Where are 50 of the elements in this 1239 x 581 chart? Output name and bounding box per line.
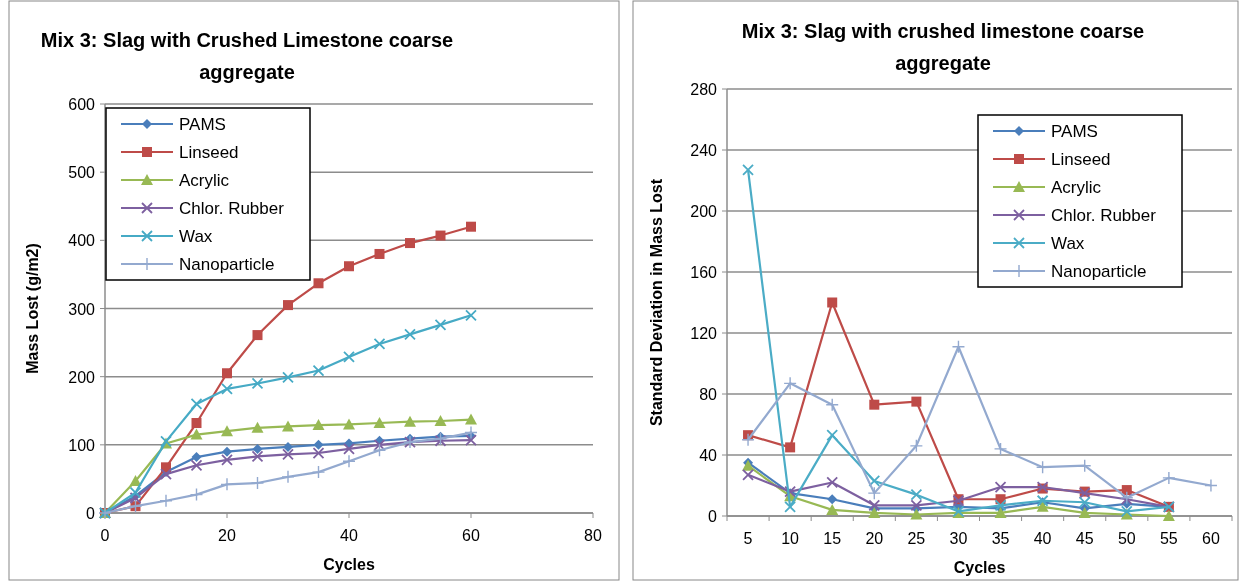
chart-title: Mix 3: Slag with crushed limestone coarse aggregate — [741, 20, 1145, 74]
x-tick-label: 20 — [218, 527, 236, 544]
x-tick-label: 5 — [743, 530, 753, 547]
y-axis-title: Mass Lost (g/m2) — [24, 243, 41, 374]
x-tick-label: 55 — [1159, 530, 1178, 547]
x-tick-label: 60 — [1202, 530, 1220, 547]
y-tick-label: 600 — [68, 96, 96, 113]
y-tick-label: 240 — [690, 142, 718, 159]
y-tick-label: 200 — [68, 368, 96, 386]
legend-label: Wax — [1051, 234, 1085, 253]
y-tick-label: 120 — [690, 325, 718, 342]
legend-label: Linseed — [179, 143, 239, 162]
x-tick-label: 40 — [340, 527, 358, 544]
x-tick-label: 80 — [584, 527, 602, 544]
legend-label: Linseed — [1051, 150, 1111, 169]
y-tick-label: 280 — [690, 81, 718, 98]
y-tick-label: 500 — [68, 164, 96, 182]
legend-label: PAMS — [1051, 122, 1098, 141]
x-tick-label: 25 — [907, 530, 926, 547]
y-tick-label: 160 — [690, 264, 718, 281]
y-tick-label: 0 — [86, 505, 96, 522]
legend-label: PAMS — [179, 115, 226, 134]
y-tick-label: 40 — [699, 447, 718, 464]
x-tick-label: 40 — [1033, 530, 1052, 547]
x-tick-label: 60 — [462, 527, 480, 544]
y-tick-label: 400 — [68, 232, 96, 250]
legend-label: Nanoparticle — [1051, 262, 1147, 281]
legend-label: Chlor. Rubber — [179, 199, 285, 218]
legend-label: Wax — [179, 227, 213, 246]
y-tick-label: 300 — [68, 300, 96, 318]
x-tick-label: 20 — [865, 530, 884, 547]
x-tick-label: 15 — [823, 530, 842, 547]
x-tick-label: 30 — [949, 530, 968, 547]
x-tick-label: 10 — [781, 530, 800, 547]
y-tick-label: 80 — [699, 386, 718, 403]
chart-title: Mix 3: Slag with Crushed Limestone coarse aggregate — [40, 29, 454, 83]
x-tick-label: 0 — [100, 527, 110, 544]
y-tick-label: 100 — [68, 436, 96, 454]
x-tick-label: 45 — [1075, 530, 1094, 547]
legend-label: Acrylic — [1051, 178, 1102, 197]
y-tick-label: 200 — [690, 203, 718, 220]
y-axis-title: Standard Deviation in Mass Lost — [648, 178, 665, 427]
x-axis-title: Cycles — [953, 559, 1006, 576]
legend-label: Chlor. Rubber — [1051, 206, 1157, 225]
x-axis-title: Cycles — [323, 556, 375, 573]
x-tick-label: 50 — [1117, 530, 1136, 547]
y-tick-label: 0 — [708, 508, 718, 525]
legend-label: Nanoparticle — [179, 255, 275, 274]
legend-label: Acrylic — [179, 171, 230, 190]
x-tick-label: 35 — [991, 530, 1010, 547]
